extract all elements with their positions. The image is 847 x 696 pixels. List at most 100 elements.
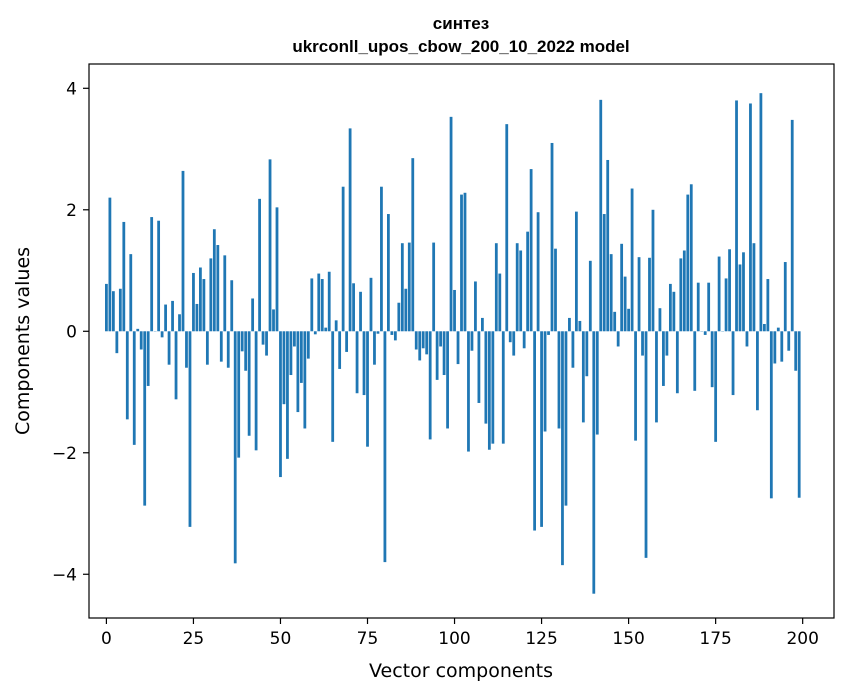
- bar-125: [540, 331, 543, 527]
- bar-156: [648, 257, 651, 332]
- bar-55: [296, 331, 300, 413]
- bar-59: [310, 278, 314, 332]
- bar-134: [571, 331, 575, 368]
- bar-32: [216, 245, 220, 332]
- bar-117: [512, 331, 516, 356]
- bar-16: [160, 331, 164, 338]
- bars-group: [105, 93, 801, 594]
- bar-131: [561, 331, 564, 566]
- x-tick-label: 75: [357, 629, 379, 649]
- bar-36: [230, 280, 234, 332]
- bar-174: [710, 331, 714, 388]
- bar-176: [717, 256, 721, 332]
- bar-118: [515, 243, 519, 332]
- bar-105: [470, 331, 474, 351]
- x-tick-label: 175: [699, 629, 731, 649]
- bar-15: [157, 220, 161, 332]
- bar-44: [258, 198, 261, 332]
- bar-172: [703, 331, 707, 335]
- bar-132: [564, 331, 568, 506]
- x-tick-label: 125: [525, 629, 557, 649]
- bar-147: [616, 331, 620, 347]
- bar-126: [543, 331, 547, 432]
- bar-2: [111, 291, 115, 332]
- bar-119: [519, 250, 523, 332]
- bar-66: [334, 320, 338, 332]
- x-tick-label: 200: [786, 629, 818, 649]
- bar-65: [331, 331, 335, 442]
- bar-29: [205, 331, 209, 365]
- chart-subtitle: ukrconll_upos_cbow_200_10_2022 model: [292, 37, 629, 56]
- bar-180: [731, 331, 735, 396]
- bar-165: [679, 258, 683, 332]
- bar-183: [742, 252, 745, 332]
- bar-136: [578, 320, 582, 332]
- bar-162: [668, 283, 672, 332]
- bar-113: [498, 273, 502, 332]
- bar-108: [481, 317, 484, 332]
- bar-22: [181, 170, 185, 332]
- bar-95: [435, 331, 439, 380]
- bar-79: [380, 186, 383, 332]
- bar-90: [418, 331, 422, 361]
- y-tick-label: −4: [52, 565, 77, 585]
- bar-143: [602, 214, 606, 332]
- x-tick-label: 50: [270, 629, 292, 649]
- bar-7: [129, 254, 133, 332]
- bar-13: [150, 217, 154, 332]
- bar-19: [171, 300, 174, 332]
- bar-148: [620, 243, 624, 332]
- bar-187: [756, 331, 759, 411]
- bar-56: [299, 331, 303, 383]
- bar-196: [787, 331, 791, 351]
- bar-63: [324, 327, 328, 332]
- bar-9: [136, 328, 140, 332]
- bar-188: [759, 93, 763, 332]
- bar-159: [658, 308, 662, 332]
- bar-10: [139, 331, 143, 350]
- bar-86: [404, 288, 408, 332]
- bar-1: [108, 197, 112, 332]
- bar-96: [439, 331, 443, 347]
- bar-77: [373, 331, 376, 365]
- bar-61: [317, 273, 321, 332]
- bar-81: [387, 214, 390, 332]
- bar-28: [202, 279, 206, 332]
- bar-76: [369, 277, 373, 332]
- bar-49: [275, 207, 279, 332]
- x-tick-label: 0: [101, 629, 112, 649]
- x-axis-ticks: 0 25 50 75 100 125 150 175 200: [101, 618, 819, 649]
- bar-186: [752, 243, 756, 332]
- bar-83: [393, 331, 397, 341]
- bar-112: [494, 243, 498, 332]
- bar-169: [693, 331, 697, 391]
- bar-75: [366, 331, 369, 447]
- bar-116: [508, 331, 512, 343]
- bar-104: [467, 331, 470, 452]
- bar-6: [125, 331, 129, 420]
- bar-20: [174, 331, 178, 400]
- bar-24: [188, 331, 192, 527]
- bar-110: [487, 331, 491, 450]
- bar-157: [651, 209, 655, 332]
- bar-80: [383, 331, 387, 563]
- bar-64: [327, 271, 331, 332]
- bar-85: [400, 243, 404, 332]
- bar-127: [547, 331, 550, 335]
- bar-11: [143, 331, 147, 506]
- bar-38: [237, 331, 241, 458]
- bar-135: [574, 211, 578, 332]
- y-axis-ticks: −4 −2 0 2 4: [52, 79, 89, 585]
- bar-99: [449, 116, 453, 332]
- bar-120: [522, 331, 526, 349]
- bar-167: [686, 194, 690, 332]
- bar-189: [762, 323, 766, 332]
- bar-17: [164, 304, 167, 332]
- bar-107: [477, 331, 481, 403]
- bar-166: [682, 250, 686, 332]
- bar-123: [533, 331, 536, 531]
- bar-130: [557, 331, 561, 429]
- bar-137: [581, 331, 585, 423]
- bar-190: [766, 279, 770, 332]
- bar-58: [306, 331, 310, 359]
